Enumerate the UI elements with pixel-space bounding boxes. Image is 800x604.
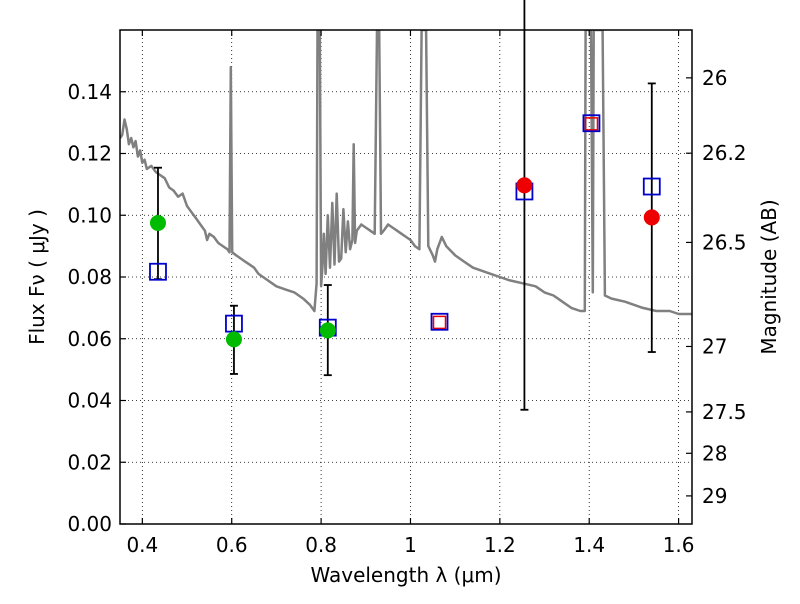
y2-tick-label: 26.2 [702, 141, 747, 165]
y2-tick-label: 26 [702, 66, 727, 90]
x-tick-label: 0.8 [305, 533, 337, 557]
x-tick-label: 1.4 [573, 533, 605, 557]
upper-limit-marker [432, 315, 447, 330]
x-axis-label: Wavelength λ (μm) [310, 563, 501, 587]
y-tick-label: 0.10 [67, 203, 112, 227]
y2-axis-label: Magnitude (AB) [757, 199, 781, 354]
y-axis-label: Flux Fν ( μJy ) [25, 209, 49, 345]
observed-point [225, 331, 242, 348]
y-tick-label: 0.00 [67, 512, 112, 536]
y2-tick-label: 27 [702, 334, 727, 358]
x-tick-label: 1.6 [663, 533, 695, 557]
photometry-layer [149, 0, 661, 411]
axis-labels: Wavelength λ (μm) Flux Fν ( μJy ) Magnitud… [25, 199, 781, 587]
y2-tick-label: 26.5 [702, 230, 747, 254]
x-tick-label: 0.6 [216, 533, 248, 557]
sed-model-line [120, 30, 692, 316]
model-photometry-point [430, 312, 449, 331]
sed-model-layer [120, 30, 692, 316]
observed-point [643, 209, 660, 226]
observed-point [319, 322, 336, 339]
observed-point [149, 214, 166, 231]
y2-tick-label: 29 [702, 484, 727, 508]
plot-frame [119, 29, 693, 525]
y2-tick-label: 28 [702, 441, 727, 465]
y-tick-label: 0.04 [67, 389, 112, 413]
model-photometry-point [582, 114, 601, 133]
y-tick-label: 0.14 [67, 80, 112, 104]
x-tick-label: 1.2 [484, 533, 516, 557]
observed-point [516, 177, 533, 194]
y-tick-label: 0.02 [67, 450, 112, 474]
y-tick-label: 0.12 [67, 142, 112, 166]
upper-limit-marker [584, 117, 599, 131]
x-tick-label: 0.4 [126, 533, 158, 557]
y-tick-label: 0.06 [67, 327, 112, 351]
model-photometry-point [149, 262, 167, 281]
y2-tick-label: 27.5 [702, 400, 747, 424]
x-tick-label: 1 [404, 533, 417, 557]
model-photometry-point [642, 177, 661, 196]
grid-lines [120, 30, 692, 525]
axis-ticks: 0.4 0.6 0.8 1 1.2 1.4 1.6 0.00 0.02 0.04 0.06 0.08 0… [67, 30, 747, 557]
y-tick-label: 0.08 [67, 265, 112, 289]
